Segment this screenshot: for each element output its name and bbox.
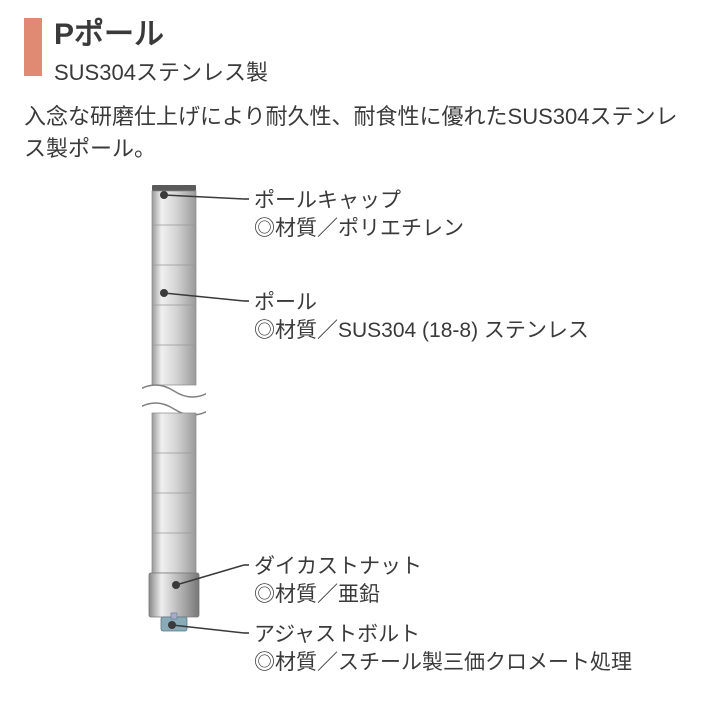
callout-title: ダイカストナット — [254, 553, 422, 581]
callout-sub: ◎材質／SUS304 (18-8) ステンレス — [254, 317, 589, 345]
callout-sub: ◎材質／亜鉛 — [254, 581, 422, 609]
callout-sub: ◎材質／スチール製三価クロメート処理 — [254, 649, 632, 677]
callout-title: ポール — [254, 289, 589, 317]
accent-bar-icon — [24, 18, 42, 76]
callout-3: アジャストボルト◎材質／スチール製三価クロメート処理 — [254, 621, 632, 678]
page-subtitle: SUS304ステンレス製 — [54, 55, 268, 87]
callout-sub: ◎材質／ポリエチレン — [254, 215, 464, 243]
callout-2: ダイカストナット◎材質／亜鉛 — [254, 553, 422, 610]
page-title: Pポール — [54, 18, 268, 51]
pole-illustration-icon — [142, 185, 206, 639]
diagram: ポールキャップ◎材質／ポリエチレンポール◎材質／SUS304 (18-8) ステ… — [24, 185, 684, 685]
callout-0: ポールキャップ◎材質／ポリエチレン — [254, 187, 464, 244]
leader-lines-icon — [24, 185, 684, 685]
callout-title: アジャストボルト — [254, 621, 632, 649]
description-text: 入念な研磨仕上げにより耐久性、耐食性に優れたSUS304ステンレス製ポール。 — [24, 101, 686, 165]
callout-title: ポールキャップ — [254, 187, 464, 215]
header: Pポール SUS304ステンレス製 — [24, 18, 686, 87]
callout-1: ポール◎材質／SUS304 (18-8) ステンレス — [254, 289, 589, 346]
title-block: Pポール SUS304ステンレス製 — [54, 18, 268, 87]
